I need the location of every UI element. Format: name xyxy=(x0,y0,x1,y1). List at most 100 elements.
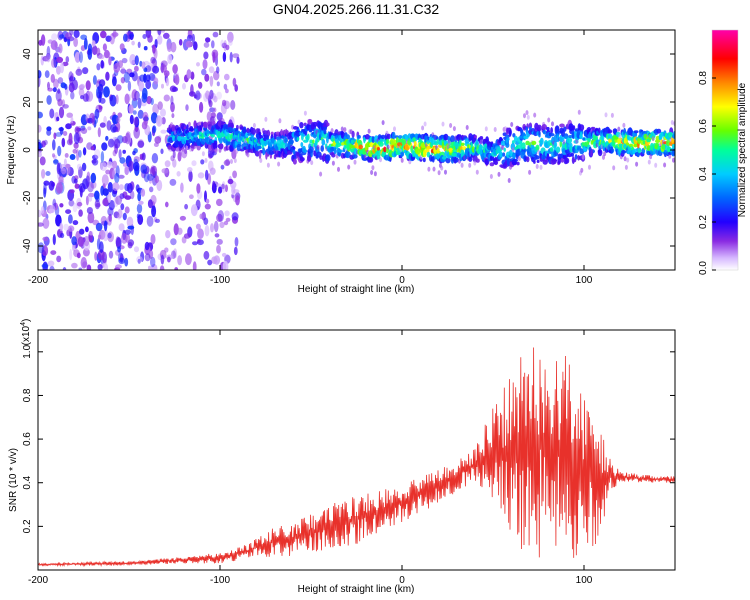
heatmap-cell xyxy=(69,154,76,160)
heatmap-cell xyxy=(234,84,238,92)
heatmap-cell xyxy=(85,80,91,91)
heatmap-cell xyxy=(479,136,484,140)
heatmap-cell xyxy=(221,99,227,107)
heatmap-cell xyxy=(549,147,554,152)
heatmap-cell xyxy=(230,159,233,164)
heatmap-cell xyxy=(44,70,50,78)
heatmap-cell xyxy=(183,126,187,130)
heatmap-cell xyxy=(400,157,404,163)
heatmap-cell xyxy=(437,170,441,176)
heatmap-cell xyxy=(505,142,510,148)
heatmap-cell xyxy=(73,178,78,184)
heatmap-cell xyxy=(154,38,158,49)
heatmap-cell xyxy=(67,225,75,232)
heatmap-cell xyxy=(102,43,107,51)
heatmap-cell xyxy=(216,66,220,74)
spectrogram-x-label: Height of straight line (km) xyxy=(298,284,415,295)
heatmap-cell xyxy=(337,166,340,172)
heatmap-cell xyxy=(61,137,66,148)
heatmap-cell xyxy=(203,217,209,225)
heatmap-cell xyxy=(299,122,304,129)
heatmap-cell xyxy=(202,59,208,70)
heatmap-cell xyxy=(572,158,577,163)
heatmap-cell xyxy=(68,71,74,82)
heatmap-cell xyxy=(513,158,518,162)
heatmap-cell xyxy=(445,157,451,164)
heatmap-cell xyxy=(277,161,281,167)
heatmap-cell xyxy=(345,151,351,159)
heatmap-cell xyxy=(161,117,166,125)
heatmap-cell xyxy=(94,149,101,159)
heatmap-cell xyxy=(672,131,675,138)
heatmap-cell xyxy=(103,116,107,125)
heatmap-cell xyxy=(51,33,58,41)
heatmap-cell xyxy=(208,100,213,108)
heatmap-cell xyxy=(51,58,57,68)
heatmap-cell xyxy=(163,94,170,102)
heatmap-cell xyxy=(121,57,128,64)
heatmap-cell xyxy=(199,101,204,113)
heatmap-cell xyxy=(152,44,156,54)
heatmap-cell xyxy=(170,155,175,162)
heatmap-cell xyxy=(217,210,224,222)
heatmap-cell xyxy=(254,150,260,157)
heatmap-cell xyxy=(133,126,140,139)
heatmap-cell xyxy=(92,75,97,85)
heatmap-cell xyxy=(510,122,514,127)
snr-y-tick-label: 1.0 xyxy=(22,344,33,358)
heatmap-cell xyxy=(64,83,68,90)
heatmap-cell xyxy=(43,187,47,198)
heatmap-cell xyxy=(552,158,557,165)
heatmap-cell xyxy=(80,127,88,134)
heatmap-cell xyxy=(212,180,216,190)
heatmap-cell xyxy=(76,201,83,207)
heatmap-cell xyxy=(205,198,210,204)
heatmap-cell xyxy=(316,144,320,150)
heatmap-cell xyxy=(489,162,495,167)
heatmap-cell xyxy=(306,133,310,141)
heatmap-cell xyxy=(670,120,674,125)
heatmap-cell xyxy=(535,164,539,169)
heatmap-cell xyxy=(208,66,215,74)
heatmap-cell xyxy=(533,112,537,118)
heatmap-cell xyxy=(265,151,268,160)
heatmap-cell xyxy=(549,133,555,137)
heatmap-cell xyxy=(106,215,112,226)
heatmap-cell xyxy=(462,146,467,151)
heatmap-cell xyxy=(658,136,663,141)
colorbar-tick-label: 0.8 xyxy=(698,71,709,85)
heatmap-cell xyxy=(216,244,221,254)
heatmap-cell xyxy=(177,255,183,266)
heatmap-cell xyxy=(187,121,191,127)
heatmap-cell xyxy=(120,203,125,211)
heatmap-cell xyxy=(53,132,57,140)
heatmap-cell xyxy=(553,141,558,148)
heatmap-cell xyxy=(178,39,183,46)
heatmap-cell xyxy=(521,142,526,150)
heatmap-cell xyxy=(440,165,444,171)
snr-frame xyxy=(37,329,676,571)
heatmap-cell xyxy=(227,39,233,46)
heatmap-cell xyxy=(87,126,92,131)
heatmap-cell xyxy=(436,147,440,154)
heatmap-cell xyxy=(59,222,63,232)
heatmap-cell xyxy=(58,127,64,132)
heatmap-cell xyxy=(192,261,197,270)
heatmap-cell xyxy=(603,151,607,157)
heatmap-cell xyxy=(103,220,108,232)
heatmap-cell xyxy=(135,184,140,192)
heatmap-cell xyxy=(229,51,233,63)
heatmap-cell xyxy=(216,81,220,87)
heatmap-cell xyxy=(213,255,221,265)
snr-chart: -200 -100 0 100 0.2 0.4 0.6 0.8 1.0 Height of s… xyxy=(8,319,676,595)
heatmap-cell xyxy=(188,132,193,138)
heatmap-cell xyxy=(90,172,97,184)
heatmap-cell xyxy=(547,117,551,123)
heatmap-cell xyxy=(86,207,93,214)
heatmap-cell xyxy=(151,153,159,164)
heatmap-cell xyxy=(572,125,576,131)
heatmap-cell xyxy=(221,252,227,257)
heatmap-cell xyxy=(141,121,148,130)
heatmap-cell xyxy=(209,121,213,127)
heatmap-cell xyxy=(156,30,162,36)
